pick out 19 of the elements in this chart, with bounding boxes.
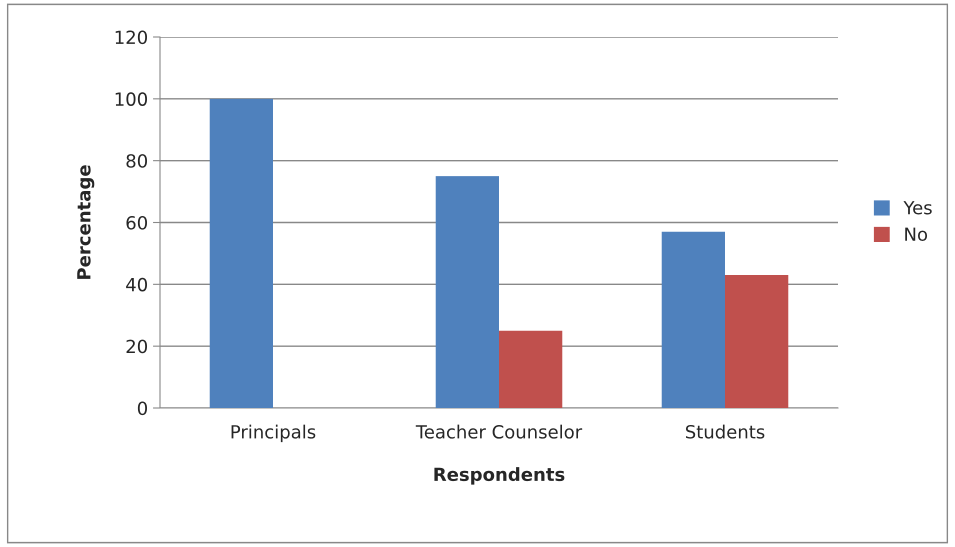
x-tick-label: Teacher Counselor	[416, 424, 582, 439]
y-tick-label: 20	[126, 340, 147, 354]
bar	[210, 98, 273, 408]
bar	[662, 232, 725, 408]
y-tick-label: 80	[126, 154, 147, 168]
bar	[725, 275, 788, 408]
x-tick-label: Students	[686, 424, 764, 439]
x-tick-label: Principals	[232, 424, 316, 442]
y-axis-title: Percentage	[77, 165, 94, 279]
bar	[436, 176, 499, 408]
y-tick-label: 60	[126, 216, 147, 230]
legend-label: No	[905, 228, 928, 241]
legend-label: Yes	[903, 201, 932, 214]
y-tick-label: 100	[116, 92, 147, 106]
y-tick-label: 0	[138, 401, 147, 416]
y-tick-label: 120	[116, 30, 147, 44]
x-axis-title: Respondents	[434, 467, 564, 485]
bar	[499, 330, 562, 408]
y-tick-label: 40	[126, 278, 147, 292]
